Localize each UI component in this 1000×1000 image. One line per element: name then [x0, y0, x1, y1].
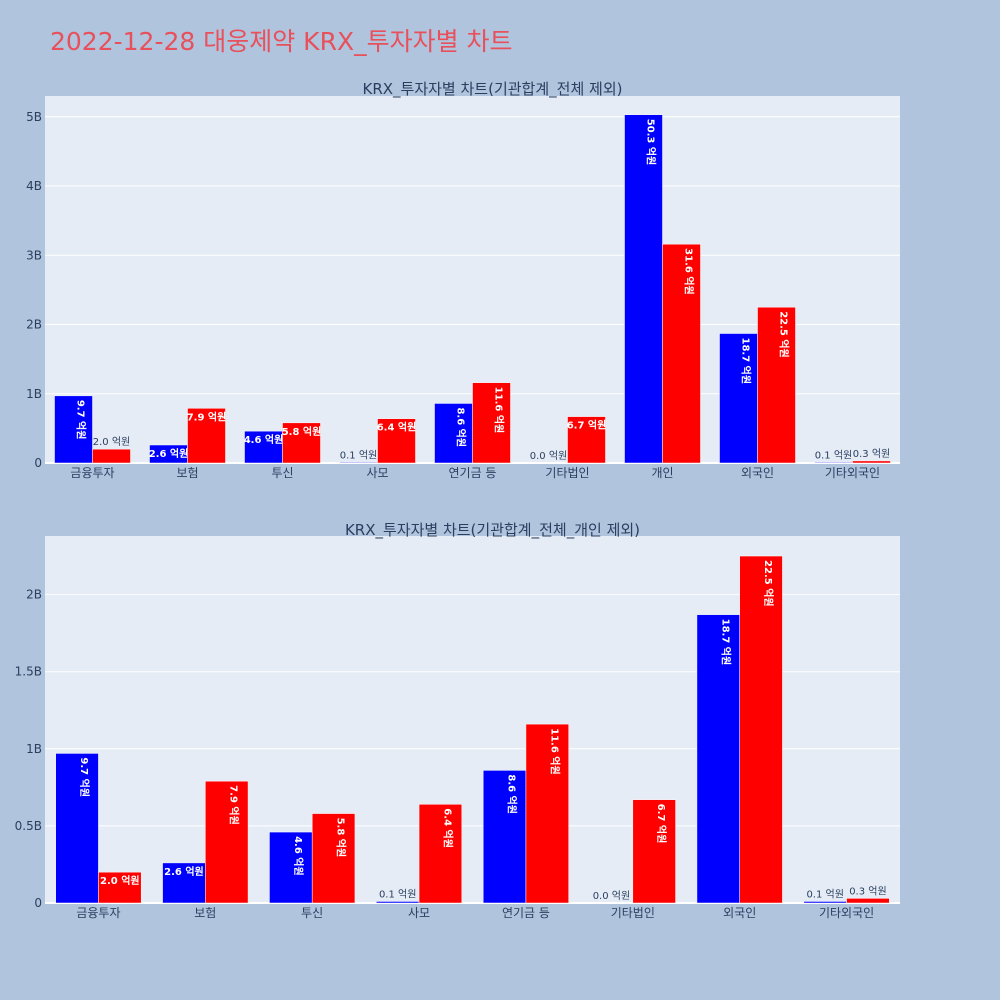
bar-label: 9.7 억원 [75, 400, 88, 440]
bar-label: 0.0 억원 [593, 890, 630, 902]
chart-title: KRX_투자자별 차트(기관합계_전체_개인 제외) [345, 521, 640, 540]
x-tick-label: 사모 [366, 466, 388, 480]
x-tick-label: 외국인 [741, 466, 774, 480]
y-tick-label: 3B [26, 248, 42, 262]
bar-label: 11.6 억원 [493, 387, 506, 434]
x-tick-label: 보험 [194, 906, 216, 920]
bar [269, 831, 313, 904]
bar-label: 2.0 억원 [100, 874, 140, 887]
bar [54, 395, 93, 464]
bar-label: 2.6 억원 [149, 447, 189, 460]
bar-label: 0.1 억원 [379, 888, 416, 900]
x-tick-label: 기타외국인 [825, 466, 880, 480]
bar [418, 804, 463, 904]
bar [624, 114, 663, 464]
bar [482, 770, 527, 904]
bar [719, 333, 758, 464]
bar-label: 6.7 억원 [567, 419, 607, 432]
y-tick-label: 4B [26, 179, 42, 193]
x-tick-label: 투신 [301, 906, 323, 920]
bar [803, 901, 847, 904]
y-tick-label: 0.5B [15, 819, 42, 833]
bar-label: 4.6 억원 [244, 433, 284, 446]
bar [696, 614, 740, 904]
bar-label: 22.5 억원 [778, 311, 791, 358]
bar [376, 901, 420, 904]
bar [377, 418, 416, 464]
y-tick-label: 1.5B [15, 665, 42, 679]
bar-label: 6.4 억원 [441, 808, 454, 848]
bar-label: 7.9 억원 [187, 410, 227, 423]
bar [662, 243, 701, 464]
bar [98, 871, 142, 904]
x-tick-label: 금융투자 [70, 466, 114, 480]
bar [814, 462, 853, 464]
x-tick-label: 연기금 등 [502, 906, 550, 920]
x-tick-label: 기타법인 [545, 466, 589, 480]
y-tick-label: 2B [26, 318, 42, 332]
bar [852, 460, 891, 464]
page-title: 2022-12-28 대웅제약 KRX_투자자별 차트 [50, 27, 513, 56]
bar-label: 6.4 억원 [377, 421, 417, 434]
x-tick-label: 금융투자 [76, 906, 120, 920]
bar [205, 780, 249, 904]
bar-label: 18.7 억원 [740, 338, 753, 385]
chart-2: KRX_투자자별 차트(기관합계_전체_개인 제외) 0 0.5B 1B 1.5B 2B 금… [15, 521, 900, 920]
bar [282, 422, 321, 464]
y-tick-label: 1B [26, 387, 42, 401]
bar-label: 11.6 억원 [548, 728, 561, 775]
bar-label: 5.8 억원 [335, 818, 348, 858]
bar-label: 0.1 억원 [806, 888, 843, 900]
bar [339, 462, 378, 464]
bar-label: 0.3 억원 [853, 448, 890, 460]
x-tick-label: 투신 [271, 466, 293, 480]
x-tick-label: 개인 [651, 466, 673, 480]
bar [567, 416, 606, 464]
bar [434, 403, 473, 464]
bar [92, 448, 131, 464]
x-tick-label: 외국인 [723, 906, 756, 920]
bar-label: 5.8 억원 [282, 425, 322, 438]
bar-label: 4.6 억원 [292, 836, 305, 876]
y-tick-label: 1B [26, 742, 42, 756]
bar [187, 408, 226, 464]
bar [739, 555, 783, 904]
bar-label: 0.1 억원 [340, 449, 377, 461]
x-tick-label: 보험 [176, 466, 198, 480]
bar-label: 2.0 억원 [93, 436, 130, 448]
bar [525, 723, 569, 904]
bar [311, 813, 356, 904]
bar [846, 898, 890, 904]
bar [472, 382, 511, 464]
bar-label: 31.6 억원 [683, 248, 696, 295]
bar-label: 0.1 억원 [815, 449, 852, 461]
x-tick-label: 기타외국인 [819, 906, 874, 920]
bar [162, 862, 206, 904]
chart-title: KRX_투자자별 차트(기관합계_전체 제외) [363, 80, 623, 99]
bar-label: 0.0 억원 [530, 450, 567, 462]
bar [55, 753, 99, 904]
bar [757, 306, 796, 464]
x-tick-label: 연기금 등 [449, 466, 497, 480]
bar-label: 9.7 억원 [78, 757, 91, 797]
chart-1: KRX_투자자별 차트(기관합계_전체 제외) 0 1B 2B 3B 4B 5B 금융투자 9.… [26, 80, 900, 480]
x-tick-label: 사모 [408, 906, 430, 920]
y-tick-label: 2B [26, 588, 42, 602]
bar-label: 0.3 억원 [849, 885, 886, 897]
bar-label: 6.7 억원 [655, 804, 668, 844]
bar-label: 8.6 억원 [455, 407, 468, 447]
bar-label: 7.9 억원 [228, 785, 241, 825]
bar-label: 22.5 억원 [762, 560, 775, 607]
bar-label: 18.7 억원 [719, 619, 732, 666]
x-tick-label: 기타법인 [611, 906, 655, 920]
bar-label: 50.3 억원 [645, 119, 658, 166]
bar-label: 8.6 억원 [506, 774, 519, 814]
y-tick-label: 5B [26, 110, 42, 124]
y-tick-label: 0 [34, 456, 42, 470]
y-tick-label: 0 [34, 896, 42, 910]
bar-label: 2.6 억원 [164, 865, 204, 878]
bar [632, 799, 676, 904]
